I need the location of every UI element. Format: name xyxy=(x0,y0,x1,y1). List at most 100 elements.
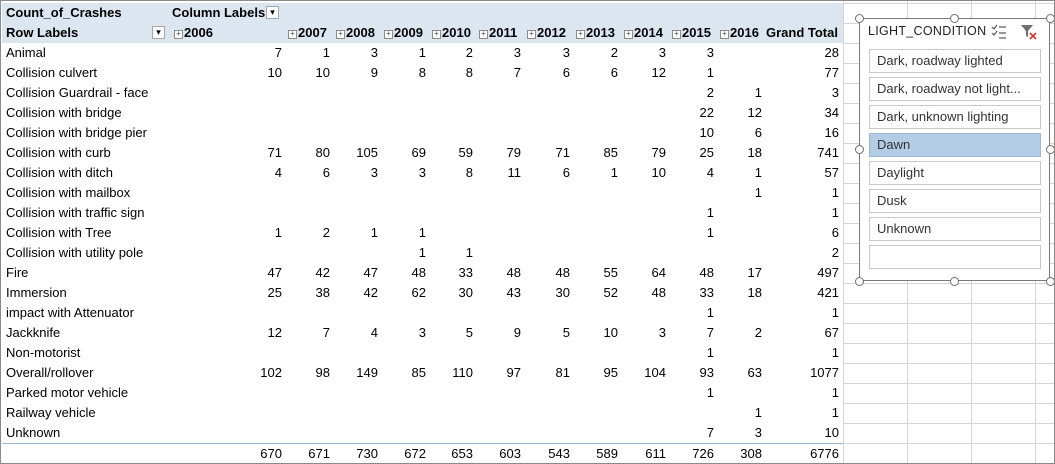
column-labels-filter-button[interactable]: ▾ xyxy=(266,6,279,19)
year-header[interactable]: +2008 xyxy=(336,23,375,43)
slicer-item[interactable]: Unknown xyxy=(869,217,1041,241)
year-header[interactable]: +2013 xyxy=(576,23,615,43)
grand-total-cell: 603 xyxy=(499,446,521,461)
resize-handle[interactable] xyxy=(855,145,864,154)
slicer-item[interactable]: Dark, roadway lighted xyxy=(869,49,1041,73)
value-cell xyxy=(626,123,666,143)
value-cell xyxy=(338,343,378,363)
expand-icon[interactable]: + xyxy=(672,30,681,39)
table-row: Overall/rollover 102 98 149 85 110 97 81 95 104 93… xyxy=(2,363,843,383)
row-labels-header: Row Labels xyxy=(6,25,79,40)
value-cell xyxy=(722,203,762,223)
year-header[interactable]: +2014 xyxy=(624,23,663,43)
value-cell xyxy=(674,183,714,203)
resize-handle[interactable] xyxy=(950,277,959,286)
year-header[interactable]: +2016 xyxy=(720,23,759,43)
slicer-item[interactable]: Dark, roadway not light... xyxy=(869,77,1041,101)
row-total-cell: 1 xyxy=(831,405,839,420)
value-cell xyxy=(530,83,570,103)
value-cell: 7 xyxy=(513,65,521,80)
value-cell: 1 xyxy=(706,65,714,80)
slicer-item[interactable]: Dawn xyxy=(869,133,1041,157)
value-cell: 30 xyxy=(458,285,473,300)
value-cell xyxy=(626,83,666,103)
resize-handle[interactable] xyxy=(1046,145,1054,154)
value-cell xyxy=(626,103,666,123)
expand-icon[interactable]: + xyxy=(720,30,729,39)
row-label: Collision with curb xyxy=(6,145,111,160)
row-label: Collision with mailbox xyxy=(6,185,131,200)
year-header[interactable]: +2010 xyxy=(432,23,471,43)
expand-icon[interactable]: + xyxy=(479,30,488,39)
year-header[interactable]: +2011 xyxy=(479,23,517,43)
table-row: Immersion 25 38 42 62 30 43 30 52 48 33 18 421 xyxy=(2,283,843,303)
value-cell: 38 xyxy=(315,285,330,300)
expand-icon[interactable]: + xyxy=(576,30,585,39)
value-cell: 1 xyxy=(706,225,714,240)
value-cell xyxy=(481,223,521,243)
value-cell xyxy=(242,403,282,423)
grand-total-cell: 726 xyxy=(692,446,714,461)
value-cell: 47 xyxy=(267,265,282,280)
resize-handle[interactable] xyxy=(855,277,864,286)
expand-icon[interactable]: + xyxy=(384,30,393,39)
value-cell: 52 xyxy=(603,285,618,300)
expand-icon[interactable]: + xyxy=(432,30,441,39)
value-cell: 69 xyxy=(411,145,426,160)
expand-icon[interactable]: + xyxy=(527,30,536,39)
row-labels-filter-button[interactable]: ▾ xyxy=(152,26,165,39)
year-header[interactable]: +2006 xyxy=(174,23,213,43)
value-cell xyxy=(530,383,570,403)
year-header[interactable]: +2009 xyxy=(384,23,423,43)
resize-handle[interactable] xyxy=(1046,14,1054,23)
expand-icon[interactable]: + xyxy=(336,30,345,39)
value-cell: 1 xyxy=(322,45,330,60)
light-condition-slicer[interactable]: LIGHT_CONDITION Dark, roadway lighted Dar… xyxy=(859,18,1050,281)
slicer-item[interactable]: Dark, unknown lighting xyxy=(869,105,1041,129)
resize-handle[interactable] xyxy=(950,14,959,23)
value-cell xyxy=(433,343,473,363)
grand-total-header: Grand Total xyxy=(766,25,838,40)
value-cell: 3 xyxy=(658,325,666,340)
slicer-item[interactable]: Daylight xyxy=(869,161,1041,185)
value-cell xyxy=(290,183,330,203)
value-cell xyxy=(578,203,618,223)
value-cell: 8 xyxy=(465,165,473,180)
value-cell xyxy=(386,303,426,323)
resize-handle[interactable] xyxy=(1046,277,1054,286)
value-cell xyxy=(242,183,282,203)
row-label: Collision with traffic sign xyxy=(6,205,145,220)
value-cell: 12 xyxy=(267,325,282,340)
value-cell: 1 xyxy=(370,225,378,240)
slicer-item[interactable] xyxy=(869,245,1041,269)
value-cell: 55 xyxy=(603,265,618,280)
value-cell: 7 xyxy=(322,325,330,340)
clear-filter-icon[interactable] xyxy=(1020,23,1038,41)
value-cell: 2 xyxy=(754,325,762,340)
value-cell xyxy=(338,303,378,323)
value-cell xyxy=(433,203,473,223)
year-header[interactable]: +2007 xyxy=(288,23,327,43)
value-cell xyxy=(626,303,666,323)
resize-handle[interactable] xyxy=(855,14,864,23)
expand-icon[interactable]: + xyxy=(624,30,633,39)
year-header[interactable]: +2012 xyxy=(527,23,566,43)
year-label: 2016 xyxy=(730,25,759,40)
value-cell: 11 xyxy=(507,165,522,180)
expand-icon[interactable]: + xyxy=(174,30,183,39)
multi-select-icon[interactable] xyxy=(990,23,1008,41)
value-cell: 7 xyxy=(706,425,714,440)
year-header[interactable]: +2015 xyxy=(672,23,711,43)
value-cell: 30 xyxy=(555,285,570,300)
value-cell xyxy=(481,403,521,423)
value-cell xyxy=(242,103,282,123)
value-cell: 4 xyxy=(274,165,282,180)
slicer-item[interactable]: Dusk xyxy=(869,189,1041,213)
value-cell xyxy=(386,383,426,403)
value-cell: 3 xyxy=(658,45,666,60)
value-cell: 3 xyxy=(562,45,570,60)
row-label: Animal xyxy=(6,45,46,60)
value-cell xyxy=(338,183,378,203)
value-cell xyxy=(433,223,473,243)
expand-icon[interactable]: + xyxy=(288,30,297,39)
